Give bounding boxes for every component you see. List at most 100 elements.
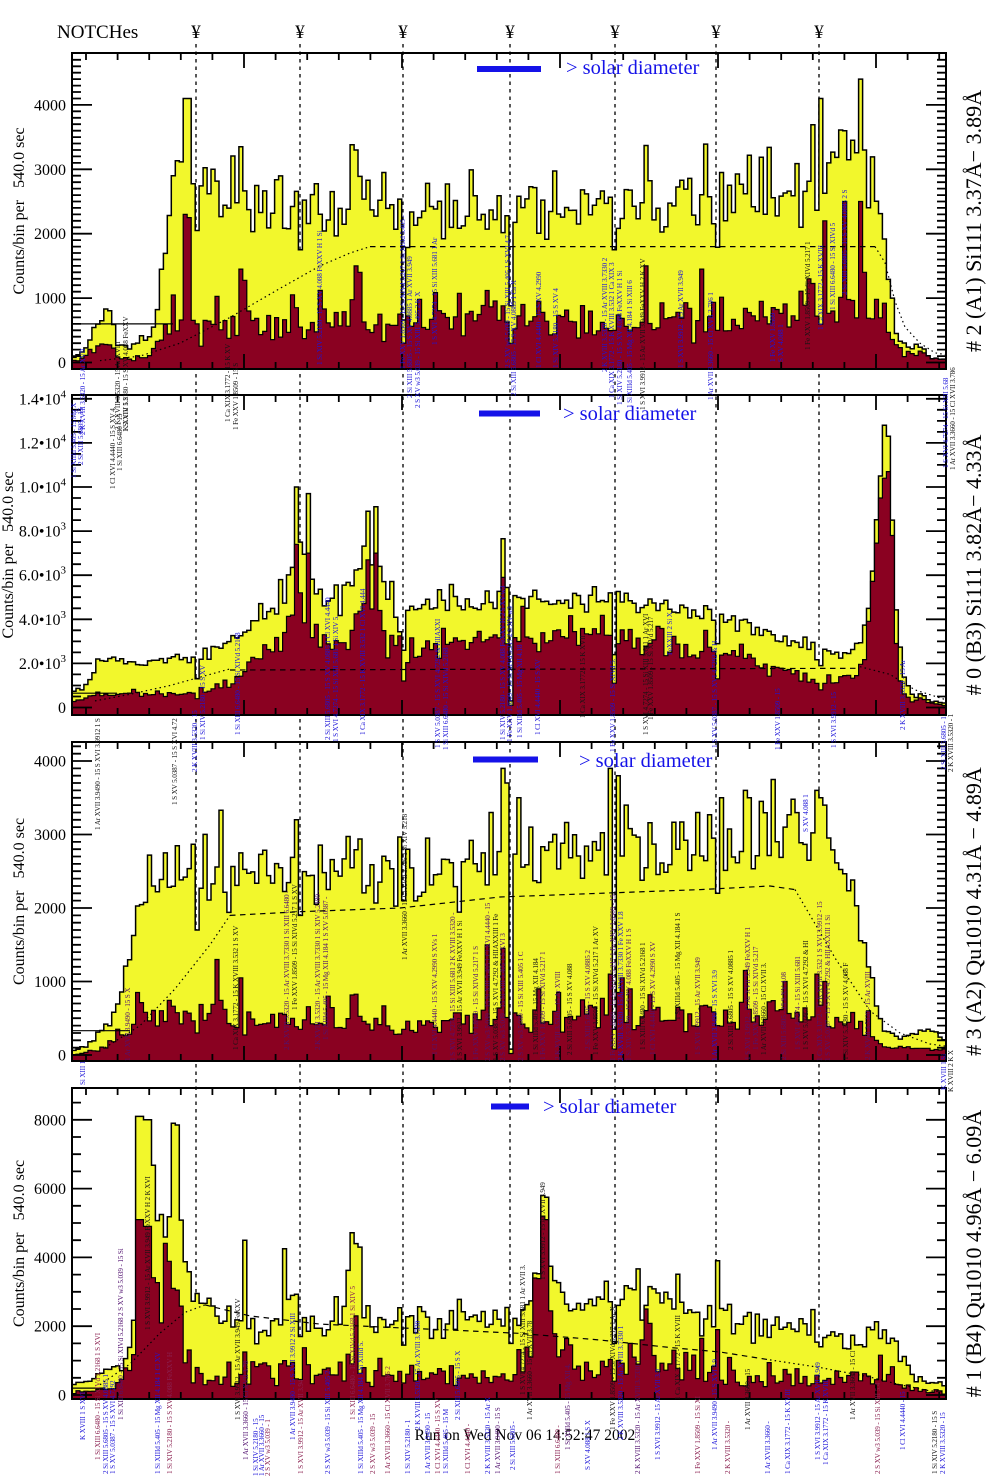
svg-text:8000: 8000 (34, 1112, 66, 1129)
svg-text:1 S XVI 3.9912 - 15 Ar XVII: 1 S XVI 3.9912 - 15 Ar XVII 3.949 FeXXV … (456, 921, 464, 1061)
svg-text:1 Ar XVII 3.3660 - 15 Cl XVI: 1 Ar XVII 3.3660 - 15 Cl XVII 3.786 1 (707, 292, 715, 400)
svg-text:1 Ar XVII 3.3660 - 15 Cl XVI: 1 Ar XVII 3.3660 - 15 Cl XVII 3.786 2 (384, 1366, 392, 1474)
svg-text:1 Fe XXV 1.8509 - 15 Si XIVd: 1 Fe XXV 1.8509 - 15 Si XIVd 5.217 (647, 616, 655, 720)
svg-text:> solar diameter: > solar diameter (543, 1096, 677, 1118)
svg-text:1 Fe XXV 1.8509 - 15 Si XIVd: 1 Fe XXV 1.8509 - 15 Si XIVd 5.217 1 S X… (291, 883, 299, 1010)
svg-text:2 K XVIII 3.5320 - 15 Ar XVI: 2 K XVIII 3.5320 - 15 Ar XVII (79, 348, 87, 435)
svg-text:4000: 4000 (34, 97, 66, 114)
svg-text:2 Si XIII 5.6805 - 15 S XV 4: 2 Si XIII 5.6805 - 15 S XV 4.0885 2 (584, 950, 592, 1050)
svg-text:1 Fe XXV 1.8509 - 15 Si XIVd: 1 Fe XXV 1.8509 - 15 Si XIVd 5.217 1 Ar … (592, 925, 600, 1055)
svg-text:6000: 6000 (34, 1181, 66, 1198)
svg-text:1 Fe XXV 1.8509 - 15 Si XIVd: 1 Fe XXV 1.8509 - 15 Si XIVd 5.217 1 (804, 241, 812, 350)
svg-text:1 Si XIV 5.2180 - 15 S XV 4.: 1 Si XIV 5.2180 - 15 S XV 4.088 FeXXV H (166, 1352, 174, 1474)
svg-text:1 S XVI 4.7274 - 15 Si XIII: 1 S XVI 4.7274 - 15 Si XIII 5.681 1 Ar (431, 237, 439, 345)
svg-text:> solar diameter: > solar diameter (566, 57, 700, 79)
svg-text:> solar diameter: > solar diameter (579, 750, 713, 772)
svg-text:1 Fe XXV 1.8509 - 15 Si XIVd: 1 Fe XXV 1.8509 - 15 Si XIVd 5.217 (752, 946, 760, 1050)
svg-text:1 Ar XVII 3.9490 - 15: 1 Ar XVII 3.9490 - 15 (424, 1412, 432, 1474)
svg-text:2 K XVIII 3.5320 - 15 Ar X: 2 K XVIII 3.5320 - 15 Ar X (484, 1396, 492, 1474)
svg-text:1 Fe XXV 1.8509 - 15 Si XIVd: 1 Fe XXV 1.8509 - 15 Si XIVd 5.217 1 Ar … (609, 1305, 617, 1430)
svg-text:1 S XVI 3.9912 - 15 Ar XVII: 1 S XVI 3.9912 - 15 Ar XVII 3.949 FeXXV … (744, 926, 752, 1060)
svg-text:¥: ¥ (711, 22, 721, 43)
svg-text:¥: ¥ (610, 22, 620, 43)
svg-text:1 S XV 5.0387 - 15 S XVI 4.7: 1 S XV 5.0387 - 15 S XVI 4.7292 (109, 1380, 117, 1474)
svg-text:1 S XV 5.0387 - 15 S XVI 4.7: 1 S XV 5.0387 - 15 S XVI 4.7292 & HIIAXX… (434, 618, 442, 748)
svg-text:1 Fe XXV 1.8509 - 15 Si XIVd: 1 Fe XXV 1.8509 - 15 Si XIVd 5.217 2 S X… (506, 606, 514, 742)
svg-text:0: 0 (58, 1048, 66, 1065)
svg-text:2 Si XIII 5.6805 - 15 S XV 4: 2 Si XIII 5.6805 - 15 S XV 4.0885 1 (727, 950, 735, 1050)
svg-text:1 Si XIV 5.2180 - 15 S XV: 1 Si XIV 5.2180 - 15 S XV (199, 664, 207, 740)
svg-text:8.0•103: 8.0•103 (19, 521, 67, 541)
svg-text:1 S XVI 3.9912 - 15 Ar XVII: 1 S XVI 3.9912 - 15 Ar XVII 3.949 FeXXV … (144, 1176, 152, 1330)
svg-text:1 Si XIIId 5.405 - 15 Mg XII: 1 Si XIIId 5.405 - 15 Mg XII 4.18 (516, 644, 524, 738)
svg-text:1 Ca XIX 3.1772 - 15 K XVIII: 1 Ca XIX 3.1772 - 15 K XVIII 3.532 1 Cl … (359, 588, 367, 735)
svg-text:1.4•104: 1.4•104 (19, 388, 67, 408)
svg-text:2 S XV w3 5.039 - 1: 2 S XV w3 5.039 - 1 (264, 1419, 272, 1476)
svg-text:1 Ar XVII 3.9490 - 15 S X: 1 Ar XVII 3.9490 - 15 S X (124, 987, 132, 1061)
svg-text:3000: 3000 (34, 162, 66, 179)
svg-text:NOTCHes: NOTCHes (57, 22, 138, 43)
svg-text:1 Fe XXV 1.8509 - 15: 1 Fe XXV 1.8509 - 15 (774, 688, 782, 750)
svg-text:0: 0 (58, 1388, 66, 1405)
svg-text:¥: ¥ (295, 22, 305, 43)
svg-text:# 3 (A2) Qu1010 4.31Å − 4.89Å: # 3 (A2) Qu1010 4.31Å − 4.89Å (961, 767, 986, 1056)
svg-text:2 Si XIII 5.6805 - 15: 2 Si XIII 5.6805 - 15 (77, 407, 85, 465)
svg-text:1 Cl XVI 4.4440 -: 1 Cl XVI 4.4440 - (464, 1423, 472, 1474)
svg-text:2 S XV w3 5.039 - 15 Si XIII: 2 S XV w3 5.039 - 15 Si XIII 5.405 1 C (517, 951, 525, 1061)
svg-text:Run on Wed Nov 06 14:52:47 200: Run on Wed Nov 06 14:52:47 2002 (415, 1427, 636, 1444)
svg-text:2 S XV w3 5.039 - 15 Si XIII: 2 S XV w3 5.039 - 15 Si XIII 5.405 1 Cl … (484, 902, 492, 1061)
svg-text:1000: 1000 (34, 291, 66, 308)
svg-text:2 K XVIII 3.5320 - 15 Ar XVI: 2 K XVIII 3.5320 - 15 Ar XVIII (554, 971, 562, 1060)
svg-text:K XVIII 1 S: K XVIII 1 S (122, 397, 130, 431)
svg-text:1 Ar XVII 3.3660 - 15: 1 Ar XVII 3.3660 - 15 (744, 1368, 752, 1430)
svg-text:2 K XVIII 3.5320 - 15 Ar XVI: 2 K XVIII 3.5320 - 15 Ar XVIII 3.7330 1 … (617, 911, 625, 1061)
svg-text:1 Cl XVI 4.4440 - 15 S XV: 1 Cl XVI 4.4440 - 15 S XV (434, 1397, 442, 1474)
svg-text:2 Si XIII 5.6805 - 15 S X: 2 Si XIII 5.6805 - 15 S X (454, 1350, 462, 1420)
svg-text:¥: ¥ (505, 22, 515, 43)
svg-text:1 Fe XXV 1.8509 - 15 Si XIVd: 1 Fe XXV 1.8509 - 15 Si XIVd 5.217 1 Si … (399, 215, 407, 369)
svg-text:# 1 (B4) Qu1010 4.96Å − 6.09Å: # 1 (B4) Qu1010 4.96Å − 6.09Å (961, 1110, 986, 1398)
svg-text:# 2 (A1) Si111 3.37Å− 3.89Å: # 2 (A1) Si111 3.37Å− 3.89Å (961, 90, 986, 352)
svg-text:K XVIII 1 Si: K XVIII 1 Si (940, 1054, 948, 1090)
svg-text:K XVIII 1 S XVI: K XVIII 1 S XVI (79, 1391, 87, 1440)
svg-text:4000: 4000 (34, 1250, 66, 1267)
svg-text:1 Ar XVII 3.9490 - 15 S XVI: 1 Ar XVII 3.9490 - 15 S XVI 3.9912 1 S (94, 718, 102, 830)
svg-text:2 K XVIII 3.5320 - 15 Ar XVI: 2 K XVIII 3.5320 - 15 Ar XVIII 3.7330 1 … (283, 890, 291, 1050)
svg-text:2 S XV w3 5.039 - 15 Si XIII: 2 S XV w3 5.039 - 15 Si XIII 5.4 (874, 1382, 882, 1474)
svg-text:2.0•103: 2.0•103 (19, 653, 67, 673)
svg-text:1 S XVI 3.9912 - 15 Ar XVII: 1 S XVI 3.9912 - 15 Ar XVII 3.949 FeXXV (234, 1298, 242, 1420)
svg-text:1 Si XIIId 5.405 - 15 M: 1 Si XIIId 5.405 - 15 M (442, 1408, 450, 1474)
svg-text:Counts/bin per 540.0 sec: Counts/bin per 540.0 sec (11, 818, 28, 985)
svg-text:Si XIII 1: Si XIII 1 (79, 1060, 87, 1085)
svg-text:1 Cl XVI 4.4440 - 15 S XV 4.: 1 Cl XVI 4.4440 - 15 S XV 4.2990 (535, 271, 543, 368)
svg-text:6.0•103: 6.0•103 (19, 565, 67, 585)
svg-text:1 S XV 5.0387 - 15 S XVI 4.7: 1 S XV 5.0387 - 15 S XVI 4.7292 & HI (802, 940, 810, 1050)
svg-text:2 K XVIII 3.5320 - 15 Ar XVI: 2 K XVIII 3.5320 - 15 Ar XVIII 3.7330 1 … (314, 890, 322, 1050)
svg-text:2 Si XIII 5.6805 - 15 S XV 4: 2 Si XIII 5.6805 - 15 S XV 4.08 (780, 972, 788, 1060)
svg-text:1 Si XIV 5.2180 - 15 S XV 4.: 1 Si XIV 5.2180 - 15 S XV 4.088 FeXXV H … (316, 230, 324, 365)
svg-text:1 S XV 5.0387 - 15 S XVI 4.7: 1 S XV 5.0387 - 15 S XVI 4.7292 & HIIAXX… (492, 914, 500, 1061)
svg-text:2 S XV w3 5.039 - 15 Si XIII: 2 S XV w3 5.039 - 15 Si XIII 5.405 1 S X… (504, 235, 512, 368)
svg-text:1 S XVI 4.7274 - 15 Si XIII: 1 S XVI 4.7274 - 15 Si XIII 5.681 2 K XV… (449, 912, 457, 1061)
svg-text:1 Cl XVI 4.4440 - 15: 1 Cl XVI 4.4440 - 15 (899, 1391, 907, 1450)
svg-text:1 Si XIII 6.6480 - 15 Si XIV: 1 Si XIII 6.6480 - 15 Si XIVd 5.2168 2 S… (117, 1248, 125, 1420)
svg-text:1 Cl XVI 4.4440 - 15 S XV: 1 Cl XVI 4.4440 - 15 S XV (534, 658, 542, 735)
svg-text:1 Fe XXV 1.8509 - 15 Si XI: 1 Fe XXV 1.8509 - 15 Si XI (694, 1395, 702, 1474)
svg-text:1 Fe XXV 1.8509 - 15 Si XIVd: 1 Fe XXV 1.8509 - 15 Si XIVd 5. (609, 659, 617, 752)
svg-text:1 Fe XXV 1.8509 - 15 Si XIVd: 1 Fe XXV 1.8509 - 15 Si XIVd 5.217 1 Fe … (609, 894, 617, 1061)
svg-text:2 K XVIII 3.5320 - 15: 2 K XVIII 3.5320 - 15 (939, 1412, 947, 1474)
svg-text:2 K XVIII 3.5320 - 15 Ar XVI: 2 K XVIII 3.5320 - 15 Ar XVIII 3.7330 (414, 1320, 422, 1430)
svg-text:1 Ar XVII 3.3660 - 15 Cl XVI: 1 Ar XVII 3.3660 - 15 Cl XVII 3.786 1 Si… (401, 814, 409, 960)
svg-text:1 Ar XVII 3.9490 - 15 S: 1 Ar XVII 3.9490 - 15 S (494, 1407, 502, 1474)
svg-text:1 Si XIIId 5.405 - 15 Mg XII: 1 Si XIIId 5.405 - 15 Mg XII 4.184 1 S (674, 913, 682, 1020)
svg-text:1 Ar XVII 3.3660 - 15 Cl XVI: 1 Ar XVII 3.3660 - 15 Cl XVII 3.786 (949, 367, 957, 470)
svg-text:2 K XVIII 3.5320 - 15 Ar XVI: 2 K XVIII 3.5320 - 15 Ar XVIII 3.7330 1 (634, 1359, 642, 1474)
svg-text:Counts/bin per 540.0 sec: Counts/bin per 540.0 sec (11, 127, 28, 294)
svg-text:1 S XVI 4.7274 - 15 Si XIII: 1 S XVI 4.7274 - 15 Si XIII 5.681 (794, 956, 802, 1050)
svg-text:1 Ar XVII 3.3660 - 15 Cl: 1 Ar XVII 3.3660 - 15 Cl (849, 1351, 857, 1420)
svg-text:1 Fe XXV 1.8509 - 15 Si XIVd: 1 Fe XXV 1.8509 - 15 Si XIVd 5.217 1 S (472, 946, 480, 1060)
svg-text:1 Si XIV 5.2180 - 1: 1 Si XIV 5.2180 - 1 (404, 1419, 412, 1474)
svg-text:1 Si XIV 5.2180 - 15 S: 1 Si XIV 5.2180 - 15 S (931, 1411, 939, 1474)
svg-text:1 Si XIII 6.6480 - 15 Si XIV: 1 Si XIII 6.6480 - 15 Si XIVd 5.2168 1 S… (349, 1286, 357, 1420)
svg-text:4.0•103: 4.0•103 (19, 609, 67, 629)
